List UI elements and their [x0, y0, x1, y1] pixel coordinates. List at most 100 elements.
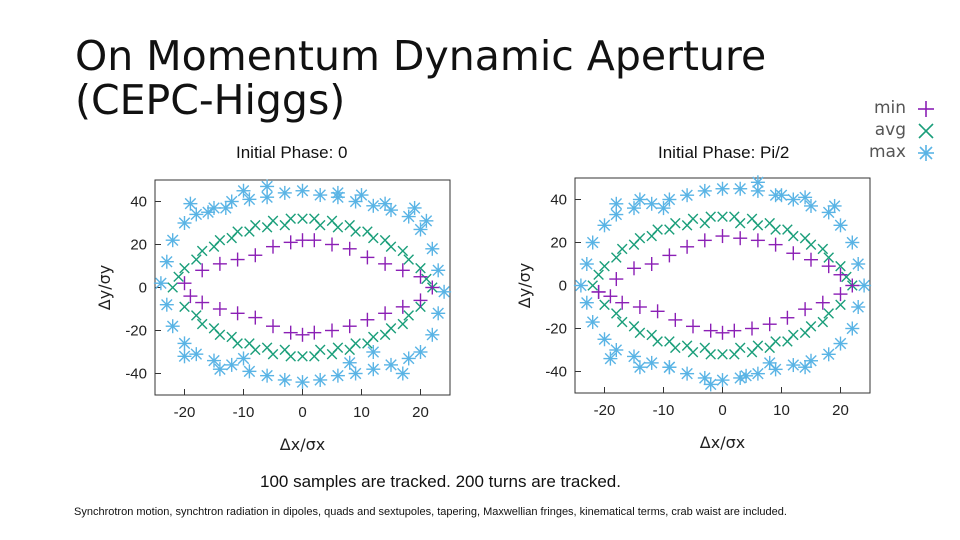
avg-point — [415, 262, 426, 274]
min-point — [342, 319, 357, 334]
avg-point — [593, 269, 604, 281]
min-point — [804, 252, 818, 267]
avg-point — [261, 222, 273, 233]
max-point — [342, 355, 357, 370]
max-point — [384, 357, 398, 372]
legend-label-max: max — [868, 142, 906, 162]
min-point — [295, 233, 310, 248]
min-point — [845, 278, 860, 293]
max-point — [224, 194, 239, 209]
right-chart-title: Initial Phase: Pi/2 — [658, 143, 790, 162]
max-point — [827, 198, 842, 213]
max-point — [845, 235, 860, 250]
avg-point — [261, 342, 273, 353]
max-point — [597, 332, 612, 347]
avg-point — [279, 344, 291, 356]
plus-marker-icon — [918, 101, 934, 117]
min-point — [615, 295, 630, 310]
max-point — [627, 201, 641, 216]
max-point — [697, 183, 712, 198]
x-tick-label: 20 — [412, 404, 429, 421]
min-point — [745, 321, 759, 336]
avg-point — [332, 342, 344, 353]
min-point — [762, 317, 777, 332]
max-point — [573, 278, 588, 293]
avg-point — [196, 245, 208, 257]
max-point — [632, 192, 647, 207]
x-tick-label: 20 — [832, 402, 849, 419]
avg-point — [664, 224, 675, 235]
legend-label-min: min — [873, 98, 906, 118]
max-point — [354, 188, 369, 203]
x-tick-label: -10 — [653, 402, 675, 419]
series-max — [573, 175, 872, 392]
avg-point — [752, 220, 764, 231]
min-point — [680, 239, 695, 254]
min-point — [668, 312, 683, 327]
y-tick-label: -20 — [125, 323, 147, 340]
min-point — [632, 300, 647, 314]
max-point — [857, 278, 872, 293]
avg-point — [297, 213, 308, 224]
max-point — [644, 355, 659, 370]
max-point — [833, 336, 848, 351]
max-point — [177, 349, 192, 364]
max-point — [218, 200, 233, 215]
max-point — [395, 366, 410, 381]
y-tick-label: 20 — [130, 237, 147, 254]
min-point — [283, 325, 298, 340]
min-point — [627, 261, 641, 276]
avg-point — [314, 344, 326, 356]
scatter-plot-phase-pi2: -20 -10 0 10 20 -40 -20 0 20 40 Δx/σx Δy/σy — [515, 175, 872, 452]
max-point — [242, 192, 257, 207]
avg-point — [788, 230, 799, 242]
min-point — [662, 248, 677, 263]
max-point — [407, 200, 422, 215]
max-point — [786, 358, 801, 373]
y-tick-label: -40 — [545, 364, 567, 381]
max-point — [833, 218, 848, 233]
avg-point — [173, 271, 184, 283]
max-point — [851, 300, 866, 314]
avg-point — [226, 232, 237, 244]
min-point — [780, 310, 795, 325]
avg-point — [699, 217, 711, 229]
max-point — [165, 319, 180, 334]
min-point — [815, 295, 830, 310]
max-point — [733, 370, 748, 385]
max-point — [366, 198, 381, 213]
max-point — [715, 373, 730, 388]
avg-point — [244, 338, 255, 349]
min-point — [360, 312, 375, 327]
min-point — [703, 323, 718, 338]
max-point — [597, 218, 612, 233]
avg-point — [167, 282, 178, 293]
max-point — [703, 377, 718, 392]
series-max — [153, 179, 452, 390]
max-point — [437, 284, 452, 299]
min-point — [715, 325, 730, 340]
avg-point — [611, 252, 622, 263]
x-tick-label: -20 — [174, 404, 196, 421]
scatter-plot-phase-0: -20 -10 0 10 20 -40 -20 0 20 40 Δx/σx Δy/σy — [95, 179, 452, 454]
physics-effects-note: Synchrotron motion, synchtron radiation … — [74, 506, 787, 518]
x-tick-label: -20 — [594, 402, 616, 419]
max-point — [603, 351, 618, 366]
tracking-footnote: 100 samples are tracked. 200 turns are t… — [260, 472, 621, 491]
max-point — [798, 360, 813, 375]
min-point — [686, 319, 700, 334]
min-point — [342, 241, 357, 256]
max-point — [207, 353, 221, 368]
min-point — [591, 284, 606, 299]
min-point — [395, 299, 410, 314]
max-point — [348, 366, 363, 381]
slide-title: On Momentum Dynamic Aperture (CEPC-Higgs… — [75, 34, 835, 122]
star-marker-icon — [918, 145, 934, 161]
max-point — [413, 345, 428, 359]
min-point — [295, 327, 310, 342]
max-point — [212, 362, 227, 377]
max-point — [295, 183, 310, 198]
min-point — [798, 302, 813, 317]
avg-point — [403, 254, 414, 265]
avg-point — [385, 241, 397, 252]
